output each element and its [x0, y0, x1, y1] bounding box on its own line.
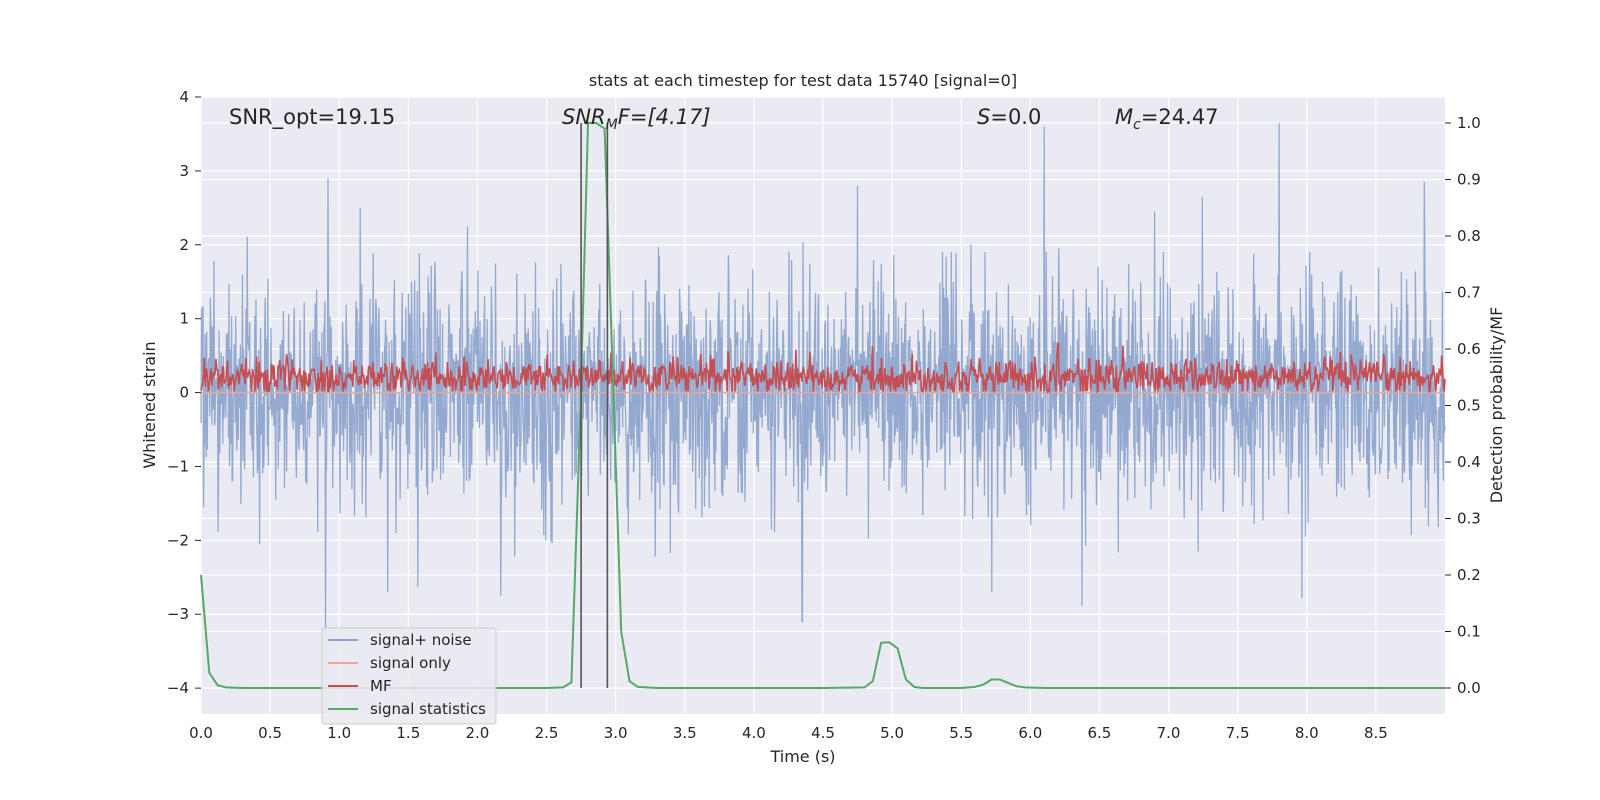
y2-axis-ticks: 0.0 0.1 0.2 0.3 0.4 0.5 0.6 0.7 0.8 0.9 1.0 [1445, 114, 1481, 697]
series-line-signal-noise [200, 122, 1446, 637]
legend-label-mf: MF [370, 677, 392, 695]
y-tick-label: 3 [179, 162, 189, 180]
y2-tick-label: 0.6 [1457, 340, 1481, 358]
annotation-snr-mf-main: SNR [562, 105, 606, 129]
annotation-mc-sub: c [1133, 117, 1141, 133]
x-tick-label: 7.0 [1157, 724, 1181, 742]
y-tick-label: 2 [179, 236, 189, 254]
x-axis-ticks: 0.0 0.5 1.0 1.5 2.0 2.5 3.0 3.5 4.0 4.5 5.0 5.5 6.0 6… [189, 724, 1388, 742]
y2-tick-label: 0.5 [1457, 397, 1481, 415]
x-tick-label: 3.5 [673, 724, 697, 742]
x-axis-title: Time (s) [769, 747, 835, 766]
legend-label-signal-noise: signal+ noise [370, 631, 472, 649]
y2-tick-label: 0.9 [1457, 170, 1481, 188]
x-tick-label: 8.5 [1364, 724, 1388, 742]
y-tick-label: 0 [179, 384, 189, 402]
y2-tick-label: 0.1 [1457, 623, 1481, 641]
y2-tick-label: 0.0 [1457, 679, 1481, 697]
chart-title: stats at each timestep for test data 157… [589, 71, 1017, 90]
y-tick-label: −1 [167, 457, 189, 475]
x-tick-label: 6.0 [1018, 724, 1042, 742]
x-tick-label: 5.5 [949, 724, 973, 742]
y-tick-label: 1 [179, 310, 189, 328]
y2-tick-label: 1.0 [1457, 114, 1481, 132]
x-tick-label: 3.0 [604, 724, 628, 742]
annotation-mc: Mc=24.47 [1115, 105, 1219, 133]
y2-tick-label: 0.2 [1457, 566, 1481, 584]
legend-label-signal-statistics: signal statistics [370, 700, 486, 718]
vertical-markers [580, 122, 609, 689]
x-tick-label: 2.5 [535, 724, 559, 742]
x-tick-label: 4.5 [811, 724, 835, 742]
y2-tick-label: 0.4 [1457, 453, 1481, 471]
legend: signal+ noise signal only MF signal stat… [321, 627, 497, 725]
y2-tick-label: 0.7 [1457, 283, 1481, 301]
series-mf [200, 342, 1446, 395]
x-tick-label: 0.5 [258, 724, 282, 742]
annotation-mc-value: =24.47 [1141, 105, 1219, 129]
x-tick-label: 0.0 [189, 724, 213, 742]
annotation-s: S=0.0 [977, 105, 1041, 129]
series-line-mf [200, 342, 1446, 395]
y2-axis-title: Detection probability/MF [1487, 307, 1506, 504]
x-tick-label: 6.5 [1088, 724, 1112, 742]
annotation-s-italic: S [977, 105, 990, 129]
annotation-snr-mf: SNRMF=[4.17] [562, 105, 711, 133]
x-tick-label: 8.0 [1295, 724, 1319, 742]
annotation-snr-mf-sub: M [606, 117, 618, 133]
x-tick-label: 7.5 [1226, 724, 1250, 742]
x-tick-label: 5.0 [880, 724, 904, 742]
y-axis-title: Whitened strain [140, 341, 159, 468]
legend-label-signal-only: signal only [370, 654, 451, 672]
annotation-snr-mf-rest: F=[4.17] [618, 105, 711, 129]
x-tick-label: 2.0 [466, 724, 490, 742]
y2-tick-label: 0.3 [1457, 510, 1481, 528]
legend-frame [321, 627, 497, 725]
annotation-s-value: =0.0 [990, 105, 1041, 129]
annotation-mc-italic: M [1115, 105, 1133, 129]
series-signal-noise [200, 122, 1446, 637]
y-tick-label: −4 [167, 679, 189, 697]
y-tick-label: 4 [179, 88, 189, 106]
x-tick-label: 4.0 [742, 724, 766, 742]
y-tick-label: −3 [167, 605, 189, 623]
y-axis-ticks: −4 −3 −2 −1 0 1 2 3 4 [167, 88, 201, 697]
y-tick-label: −2 [167, 531, 189, 549]
x-tick-label: 1.0 [327, 724, 351, 742]
x-tick-label: 1.5 [396, 724, 420, 742]
annotation-snr-opt: SNR_opt=19.15 [229, 105, 395, 130]
y2-tick-label: 0.8 [1457, 227, 1481, 245]
